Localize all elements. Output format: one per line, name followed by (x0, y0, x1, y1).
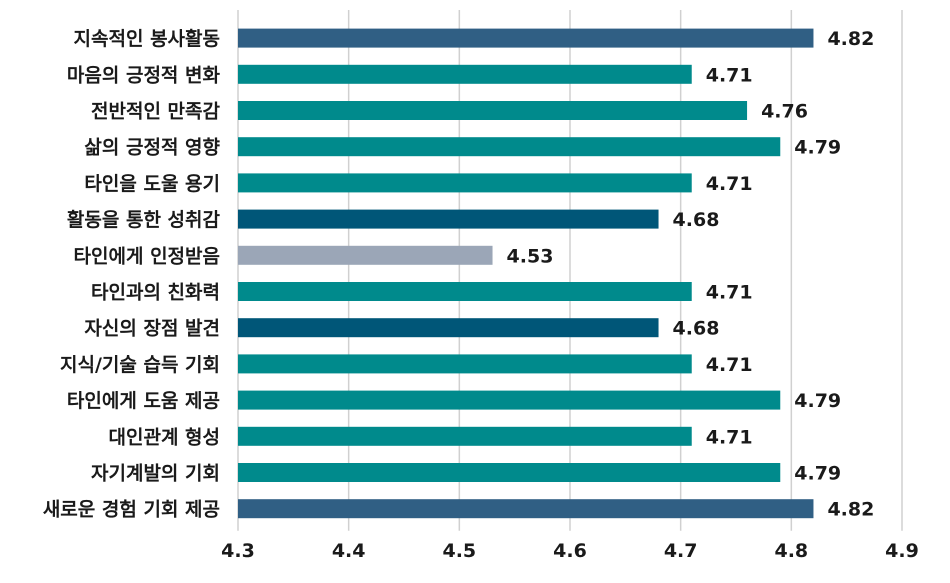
bar (238, 463, 781, 482)
bar (238, 282, 692, 301)
x-tick-label: 4.6 (553, 540, 587, 562)
value-label: 4.71 (706, 282, 753, 304)
x-tick-label: 4.3 (221, 540, 255, 562)
bar (238, 137, 781, 157)
bars (238, 28, 814, 519)
bar (238, 28, 814, 48)
bar (238, 390, 781, 410)
value-label: 4.68 (673, 318, 720, 340)
value-labels: 4.82 4.71 4.76 4.79 4.71 4.68 4.53 4.71 4.68 4.71… (507, 28, 875, 521)
value-label: 4.71 (706, 354, 753, 376)
category-label: 자신의 장점 발견 (84, 318, 220, 340)
bar (238, 209, 659, 229)
value-label: 4.79 (794, 137, 841, 159)
value-label: 4.76 (761, 101, 808, 123)
value-label: 4.82 (827, 28, 874, 50)
category-label: 새로운 경험 기회 제공 (43, 499, 220, 521)
category-label: 마음의 긍정적 변화 (67, 64, 221, 86)
x-tick-label: 4.4 (332, 540, 366, 562)
bar (238, 354, 692, 374)
x-tick-label: 4.9 (885, 540, 919, 562)
value-label: 4.79 (794, 463, 841, 485)
x-tick-label: 4.8 (774, 540, 808, 562)
category-label: 지식/기술 습득 기회 (60, 354, 220, 376)
value-label: 4.71 (706, 426, 753, 448)
bar (238, 318, 659, 338)
bar (238, 64, 692, 84)
value-label: 4.82 (827, 499, 874, 521)
category-label: 타인과의 친화력 (91, 282, 220, 304)
bar (238, 499, 814, 519)
value-label: 4.71 (706, 173, 753, 195)
bar (238, 426, 692, 446)
value-label: 4.68 (673, 209, 720, 231)
x-axis-ticks: 4.3 4.4 4.5 4.6 4.7 4.8 4.9 (221, 540, 919, 562)
x-tick-label: 4.7 (664, 540, 698, 562)
category-label: 지속적인 봉사활동 (74, 28, 220, 50)
category-label: 활동을 통한 성취감 (67, 209, 221, 231)
category-label: 타인을 도울 용기 (84, 173, 220, 195)
value-label: 4.53 (507, 245, 554, 267)
value-label: 4.71 (706, 64, 753, 86)
x-tick-label: 4.5 (442, 540, 476, 562)
value-label: 4.79 (794, 390, 841, 412)
category-label: 타인에게 도움 제공 (67, 390, 220, 412)
gridlines (237, 10, 903, 531)
category-label: 자기계발의 기회 (91, 463, 220, 485)
category-label: 전반적인 만족감 (91, 101, 220, 123)
category-label: 대인관계 형성 (109, 426, 221, 448)
category-label: 타인에게 인정받음 (74, 245, 220, 267)
category-label: 삶의 긍정적 영향 (84, 137, 220, 159)
bar (238, 245, 493, 265)
bar (238, 101, 748, 120)
bar (238, 173, 692, 193)
